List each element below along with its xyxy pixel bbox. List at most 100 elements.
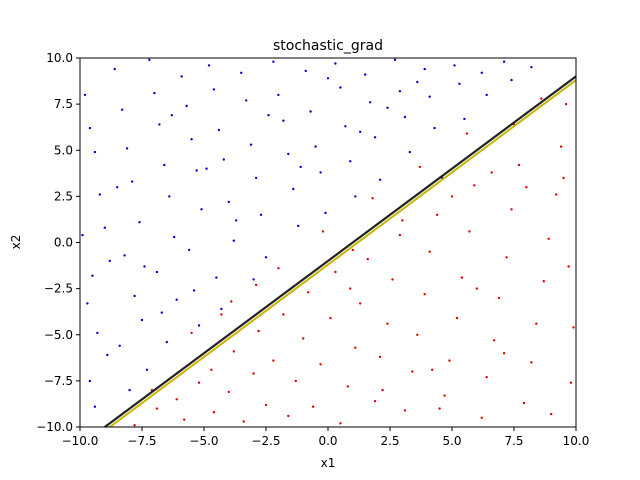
scatter-point xyxy=(230,300,233,303)
scatter-point xyxy=(254,283,258,287)
scatter-point xyxy=(88,126,92,130)
scatter-point xyxy=(192,289,196,292)
scatter-point xyxy=(369,101,372,104)
decision-boundary-line xyxy=(109,79,577,428)
scatter-point xyxy=(128,388,131,392)
scatter-point xyxy=(339,422,342,425)
scatter-point xyxy=(302,337,305,340)
scatter-point xyxy=(505,256,508,259)
scatter-point xyxy=(212,88,216,91)
scatter-point xyxy=(272,60,275,63)
scatter-point xyxy=(517,163,521,167)
x-tick-label: 2.5 xyxy=(380,434,399,448)
scatter-point xyxy=(108,259,112,263)
scatter-point xyxy=(321,230,325,233)
scatter-point xyxy=(254,176,258,180)
scatter-point xyxy=(83,93,87,97)
scatter-point xyxy=(222,158,225,161)
scatter-point xyxy=(490,171,493,174)
scatter-point xyxy=(438,407,441,410)
scatter-point xyxy=(326,77,330,80)
scatter-point xyxy=(567,265,570,268)
scatter-point xyxy=(242,420,245,423)
scatter-point xyxy=(398,90,402,93)
scatter-point xyxy=(403,409,407,412)
x-tick-label: −2.5 xyxy=(251,434,280,448)
x-tick-label: −5.0 xyxy=(189,434,218,448)
scatter-point xyxy=(311,405,315,408)
scatter-point xyxy=(252,372,255,375)
scatter-point xyxy=(371,197,374,200)
x-axis-ticks: −10.0 −7.5 −5.0 −2.5 0.0 2.5 5.0 7.5 10.0 xyxy=(62,427,589,448)
scatter-point xyxy=(366,257,369,261)
scatter-point xyxy=(264,256,268,259)
scatter-point xyxy=(294,379,297,383)
scatter-point xyxy=(391,278,394,281)
scatter-point xyxy=(525,186,528,189)
scatter-point xyxy=(448,359,451,362)
scatter-point xyxy=(155,407,159,410)
scatter-point xyxy=(460,276,464,279)
scatter-point xyxy=(386,106,389,110)
scatter-point xyxy=(98,193,102,196)
scatter-point xyxy=(282,313,285,316)
scatter-point xyxy=(475,287,478,290)
scatter-point xyxy=(292,187,295,191)
x-tick-label: −10.0 xyxy=(62,434,99,448)
scatter-point xyxy=(145,368,149,371)
scatter-point xyxy=(195,169,198,172)
scatter-point xyxy=(435,213,439,216)
scatter-point xyxy=(418,165,421,169)
scatter-point xyxy=(411,370,414,373)
scatter-point xyxy=(235,219,238,222)
scatter-point xyxy=(416,333,419,336)
scatter-point xyxy=(485,376,488,379)
scatter-point xyxy=(217,128,221,132)
decision-boundary-line xyxy=(104,75,577,428)
scatter-point xyxy=(393,58,397,61)
scatter-point xyxy=(408,150,411,154)
scatter-point xyxy=(220,307,223,311)
scatter-point xyxy=(165,340,168,344)
scatter-point xyxy=(287,414,290,418)
scatter-point xyxy=(123,254,126,257)
scatter-point xyxy=(373,136,377,139)
scatter-point xyxy=(572,326,575,329)
y-tick-label: −10.0 xyxy=(36,420,73,434)
scatter-point xyxy=(116,186,119,189)
scatter-point xyxy=(277,267,280,270)
scatter-point xyxy=(433,126,436,130)
scatter-point xyxy=(510,208,513,211)
scatter-point xyxy=(304,69,307,73)
scatter-point xyxy=(118,344,121,347)
scatter-point xyxy=(569,381,573,384)
y-tick-label: 2.5 xyxy=(54,189,73,203)
scatter-point xyxy=(485,93,488,97)
scatter-point xyxy=(175,298,178,301)
scatter-point xyxy=(463,117,466,121)
scatter-point xyxy=(364,73,367,76)
scatter-point xyxy=(215,276,218,279)
scatter-point xyxy=(428,250,431,253)
plot-area xyxy=(79,57,577,428)
scatter-point xyxy=(96,331,99,335)
scatter-point xyxy=(185,104,188,108)
scatter-point xyxy=(148,58,151,61)
scatter-point xyxy=(197,324,201,327)
scatter-point xyxy=(480,416,483,419)
scatter-point xyxy=(93,405,97,408)
scatter-point xyxy=(547,237,550,240)
scatter-point xyxy=(450,195,454,198)
chart-title: stochastic_grad xyxy=(273,38,383,54)
scatter-point xyxy=(187,248,191,252)
scatter-point xyxy=(297,224,300,228)
scatter-point xyxy=(423,293,426,296)
scatter-point xyxy=(465,132,469,135)
scatter-point xyxy=(329,316,332,320)
scatter-point xyxy=(564,102,568,106)
scatter-point xyxy=(200,208,203,211)
scatter-point xyxy=(373,400,377,403)
scatter-point xyxy=(212,411,216,414)
scatter-point xyxy=(259,213,263,216)
